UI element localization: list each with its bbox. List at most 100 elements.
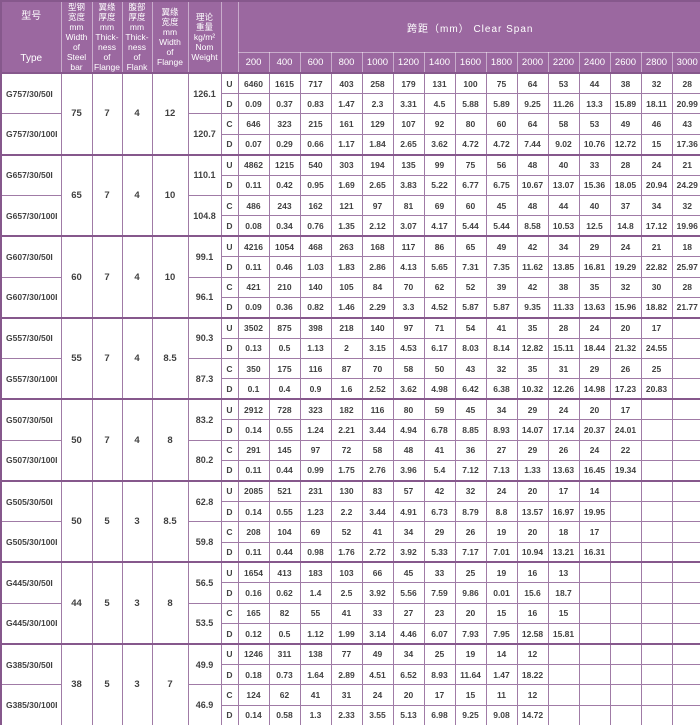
span-value-cell: 34 — [485, 398, 518, 421]
span-value-cell — [671, 500, 700, 523]
span-value-cell: 0.37 — [268, 92, 301, 115]
row-label-U: U — [220, 316, 239, 339]
span-value-cell: 10.67 — [516, 174, 549, 196]
span-value-cell: 43 — [671, 113, 700, 135]
span-value-cell: 19.34 — [609, 460, 642, 482]
row-label-C: C — [220, 194, 239, 217]
span-value-cell: 210 — [268, 276, 301, 298]
span-value-cell: 17.14 — [547, 419, 580, 441]
span-value-cell: 41 — [361, 521, 394, 543]
span-value-cell — [671, 704, 700, 725]
span-value-cell: 1.46 — [330, 296, 363, 319]
table-row: D 0.11 0.44 0.99 1.75 2.76 3.96 5.4 7.12 7.13 1.33… — [1, 460, 700, 482]
span-value-cell: 4.72 — [485, 133, 518, 156]
span-value-cell: 92 — [423, 113, 456, 135]
span-value-cell: 41 — [330, 602, 363, 625]
span-value-cell: 11.64 — [454, 663, 487, 686]
span-value-cell — [640, 521, 673, 543]
span-value-cell — [640, 623, 673, 645]
span-value-cell: 7.01 — [485, 541, 518, 563]
span-value-cell: 12 — [516, 643, 549, 665]
span-value-cell: 53 — [578, 113, 611, 135]
span-value-cell: 124 — [237, 684, 270, 706]
span-value-cell: 0.16 — [237, 582, 270, 604]
table-row: G757/30/100I 120.7 C 646 323 215 161 129 107 92 80… — [0, 113, 700, 156]
span-value-cell: 2.52 — [361, 378, 394, 400]
span-value-cell: 49 — [485, 235, 518, 258]
span-value-cell: 413 — [268, 561, 301, 584]
span-value-cell: 53 — [547, 72, 580, 95]
span-header-1200: 1200 — [392, 52, 425, 74]
span-value-cell: 3.92 — [392, 541, 425, 563]
span-value-cell: 218 — [330, 316, 363, 339]
span-value-cell: 0.29 — [268, 133, 301, 156]
flank-thickness-cell: 4 — [121, 153, 153, 237]
span-value-cell — [609, 561, 642, 584]
span-header-1800: 1800 — [485, 52, 518, 74]
span-value-cell — [609, 643, 642, 665]
span-value-cell: 161 — [330, 113, 363, 135]
flange-width-cell: 12 — [151, 72, 189, 156]
span-value-cell: 21.77 — [671, 296, 700, 319]
span-value-cell: 9.02 — [547, 133, 580, 156]
span-value-cell: 0.44 — [268, 460, 301, 482]
span-value-cell: 10.94 — [516, 541, 549, 563]
span-value-cell: 52 — [454, 276, 487, 298]
span-header-200: 200 — [237, 52, 270, 74]
span-value-cell: 2.5 — [330, 582, 363, 604]
span-value-cell: 17 — [609, 398, 642, 421]
span-value-cell: 717 — [299, 72, 332, 95]
span-value-cell: 182 — [330, 398, 363, 421]
span-value-cell: 6.75 — [485, 174, 518, 196]
span-value-cell — [578, 602, 611, 625]
span-value-cell: 59 — [423, 398, 456, 421]
width-of-steel-bar-cell: 50 — [60, 398, 93, 482]
span-value-cell: 34 — [392, 521, 425, 543]
flank-thickness-cell: 3 — [121, 479, 153, 563]
span-value-cell — [609, 521, 642, 543]
span-value-cell: 49 — [361, 643, 394, 665]
span-value-cell: 0.09 — [237, 296, 270, 319]
span-value-cell: 19 — [485, 561, 518, 584]
span-value-cell: 75 — [454, 153, 487, 176]
span-value-cell — [547, 684, 580, 706]
nom-weight-cell: 62.8 — [187, 479, 222, 523]
type-cell-G657/30/50I: G657/30/50I — [0, 153, 62, 196]
span-value-cell — [640, 561, 673, 584]
span-value-cell: 3.83 — [392, 174, 425, 196]
span-value-cell: 4.13 — [392, 256, 425, 278]
span-value-cell: 20 — [578, 398, 611, 421]
span-value-cell: 58 — [361, 439, 394, 462]
span-value-cell: 60 — [454, 194, 487, 217]
span-header-3000: 3000 — [671, 52, 700, 74]
span-value-cell: 0.09 — [237, 92, 270, 115]
table-row: D 0.09 0.37 0.83 1.47 2.3 3.31 4.5 5.88 5.89 9.25 1… — [1, 92, 700, 115]
span-value-cell: 0.98 — [299, 541, 332, 563]
row-label-D: D — [220, 215, 239, 237]
table-row: D 0.11 0.44 0.98 1.76 2.72 3.92 5.33 7.17 7.01 10.… — [1, 541, 700, 563]
span-value-cell: 0.08 — [237, 215, 270, 237]
span-value-cell: 0.11 — [237, 460, 270, 482]
span-value-cell: 421 — [237, 276, 270, 298]
nom-weight-cell: 96.1 — [187, 276, 222, 319]
nom-weight-cell: 49.9 — [187, 643, 222, 686]
span-value-cell — [671, 582, 700, 604]
span-value-cell: 28 — [609, 153, 642, 176]
span-value-cell: 8.85 — [454, 419, 487, 441]
span-value-cell: 23 — [423, 602, 456, 625]
span-value-cell: 45 — [485, 194, 518, 217]
span-value-cell: 42 — [516, 235, 549, 258]
span-value-cell: 65 — [454, 235, 487, 258]
span-value-cell: 0.11 — [237, 256, 270, 278]
span-value-cell: 77 — [330, 643, 363, 665]
span-value-cell: 0.07 — [237, 133, 270, 156]
span-value-cell: 18.82 — [640, 296, 673, 319]
span-value-cell: 9.25 — [516, 92, 549, 115]
span-value-cell: 168 — [361, 235, 394, 258]
span-value-cell — [671, 663, 700, 686]
span-value-cell: 56 — [485, 153, 518, 176]
row-label-D: D — [220, 623, 239, 645]
span-value-cell: 1.17 — [330, 133, 363, 156]
span-value-cell: 18.11 — [640, 92, 673, 115]
span-value-cell: 7.17 — [454, 541, 487, 563]
